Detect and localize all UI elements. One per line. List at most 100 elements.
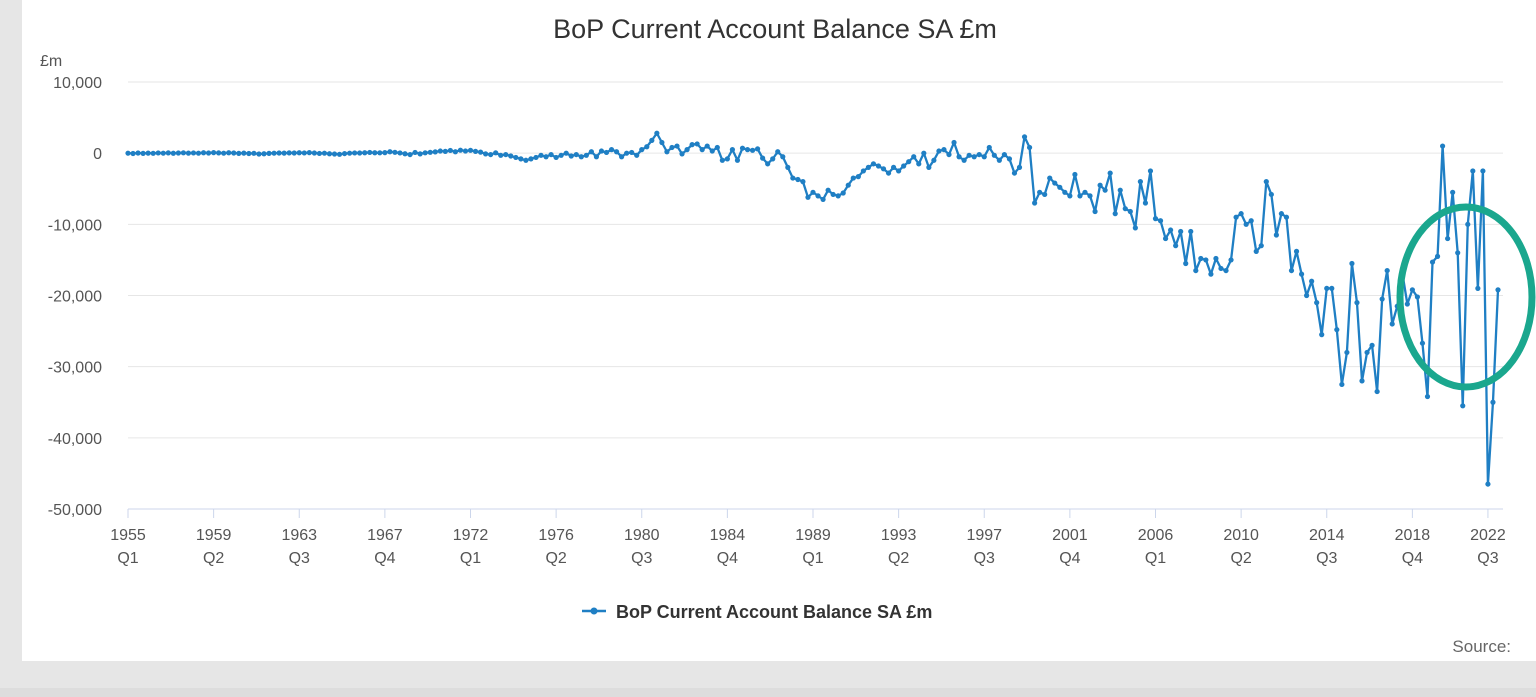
data-point[interactable] <box>286 150 292 156</box>
data-point[interactable] <box>1157 218 1164 224</box>
data-point[interactable] <box>1268 191 1274 198</box>
data-point[interactable] <box>1142 200 1149 206</box>
data-point[interactable] <box>422 150 428 156</box>
data-point[interactable] <box>211 150 217 156</box>
data-point[interactable] <box>981 154 987 160</box>
legend[interactable]: BoP Current Account Balance SA £m <box>582 602 932 622</box>
data-point[interactable] <box>810 189 816 195</box>
data-point[interactable] <box>170 150 176 156</box>
data-point[interactable] <box>890 164 897 170</box>
data-point[interactable] <box>216 150 222 156</box>
data-point[interactable] <box>447 147 453 154</box>
data-point[interactable] <box>1304 292 1310 299</box>
data-point[interactable] <box>357 150 363 156</box>
data-point[interactable] <box>568 153 574 159</box>
data-point[interactable] <box>1384 267 1390 274</box>
data-point[interactable] <box>1062 189 1068 195</box>
data-point[interactable] <box>1208 271 1214 277</box>
data-point[interactable] <box>200 150 207 156</box>
data-point[interactable] <box>825 187 831 193</box>
data-point[interactable] <box>226 150 232 156</box>
data-point[interactable] <box>1147 168 1154 174</box>
data-point[interactable] <box>467 147 474 153</box>
data-point[interactable] <box>412 149 418 156</box>
data-point[interactable] <box>296 150 302 156</box>
data-point[interactable] <box>578 154 584 160</box>
data-point[interactable] <box>347 150 353 156</box>
legend-label[interactable]: BoP Current Account Balance SA £m <box>616 602 932 622</box>
data-point[interactable] <box>729 147 736 153</box>
data-point[interactable] <box>271 150 277 156</box>
data-point[interactable] <box>1117 187 1123 193</box>
data-point[interactable] <box>1450 189 1456 195</box>
data-point[interactable] <box>870 161 877 167</box>
data-point[interactable] <box>1404 301 1410 307</box>
data-point[interactable] <box>533 154 539 161</box>
data-point[interactable] <box>326 151 333 157</box>
data-point[interactable] <box>956 154 962 160</box>
data-point[interactable] <box>362 150 368 156</box>
data-point[interactable] <box>739 145 746 151</box>
data-point[interactable] <box>387 149 393 155</box>
data-point[interactable] <box>1440 143 1446 149</box>
data-point[interactable] <box>795 176 801 183</box>
data-point[interactable] <box>775 149 781 155</box>
data-point[interactable] <box>472 148 479 154</box>
data-point[interactable] <box>921 150 927 156</box>
data-point[interactable] <box>1334 327 1340 333</box>
data-point[interactable] <box>1032 200 1038 206</box>
data-point[interactable] <box>231 150 237 156</box>
data-point[interactable] <box>462 148 469 154</box>
data-point[interactable] <box>744 147 751 153</box>
data-point[interactable] <box>624 150 630 156</box>
data-point[interactable] <box>548 151 554 158</box>
data-point[interactable] <box>392 149 398 155</box>
data-point[interactable] <box>291 150 297 156</box>
data-point[interactable] <box>372 150 378 156</box>
data-point[interactable] <box>699 147 705 153</box>
data-point[interactable] <box>1258 243 1264 249</box>
data-point[interactable] <box>1122 206 1128 212</box>
data-point[interactable] <box>513 154 519 161</box>
data-point[interactable] <box>634 152 640 158</box>
data-point[interactable] <box>674 143 680 149</box>
data-point[interactable] <box>1047 175 1053 181</box>
data-point[interactable] <box>221 150 227 156</box>
data-point[interactable] <box>946 151 952 158</box>
data-point[interactable] <box>785 164 791 170</box>
data-point[interactable] <box>649 137 655 143</box>
data-point[interactable] <box>1057 184 1063 190</box>
data-point[interactable] <box>1374 388 1380 395</box>
data-point[interactable] <box>367 149 373 156</box>
data-point[interactable] <box>906 159 912 165</box>
data-point[interactable] <box>352 150 358 156</box>
data-point[interactable] <box>1263 179 1269 185</box>
data-point[interactable] <box>714 144 720 151</box>
data-point[interactable] <box>855 174 861 180</box>
data-point[interactable] <box>916 161 922 167</box>
data-point[interactable] <box>1460 403 1466 409</box>
data-point[interactable] <box>1480 168 1486 174</box>
data-point[interactable] <box>1419 340 1426 346</box>
data-point[interactable] <box>477 149 484 155</box>
data-point[interactable] <box>926 164 932 170</box>
data-point[interactable] <box>724 156 730 162</box>
data-point[interactable] <box>770 156 776 162</box>
data-point[interactable] <box>281 150 287 156</box>
data-point[interactable] <box>961 157 967 163</box>
data-point[interactable] <box>276 150 282 156</box>
data-point[interactable] <box>896 168 902 174</box>
data-point[interactable] <box>1243 221 1249 227</box>
data-point[interactable] <box>941 147 947 153</box>
data-point[interactable] <box>251 150 257 156</box>
data-point[interactable] <box>1309 278 1315 284</box>
data-point[interactable] <box>1233 214 1239 220</box>
data-point[interactable] <box>175 150 181 156</box>
data-point[interactable] <box>195 150 202 156</box>
data-point[interactable] <box>331 151 338 157</box>
data-point[interactable] <box>1273 232 1279 238</box>
data-point[interactable] <box>558 152 564 158</box>
data-point[interactable] <box>1218 265 1224 272</box>
data-point[interactable] <box>694 141 700 147</box>
data-point[interactable] <box>875 163 882 169</box>
